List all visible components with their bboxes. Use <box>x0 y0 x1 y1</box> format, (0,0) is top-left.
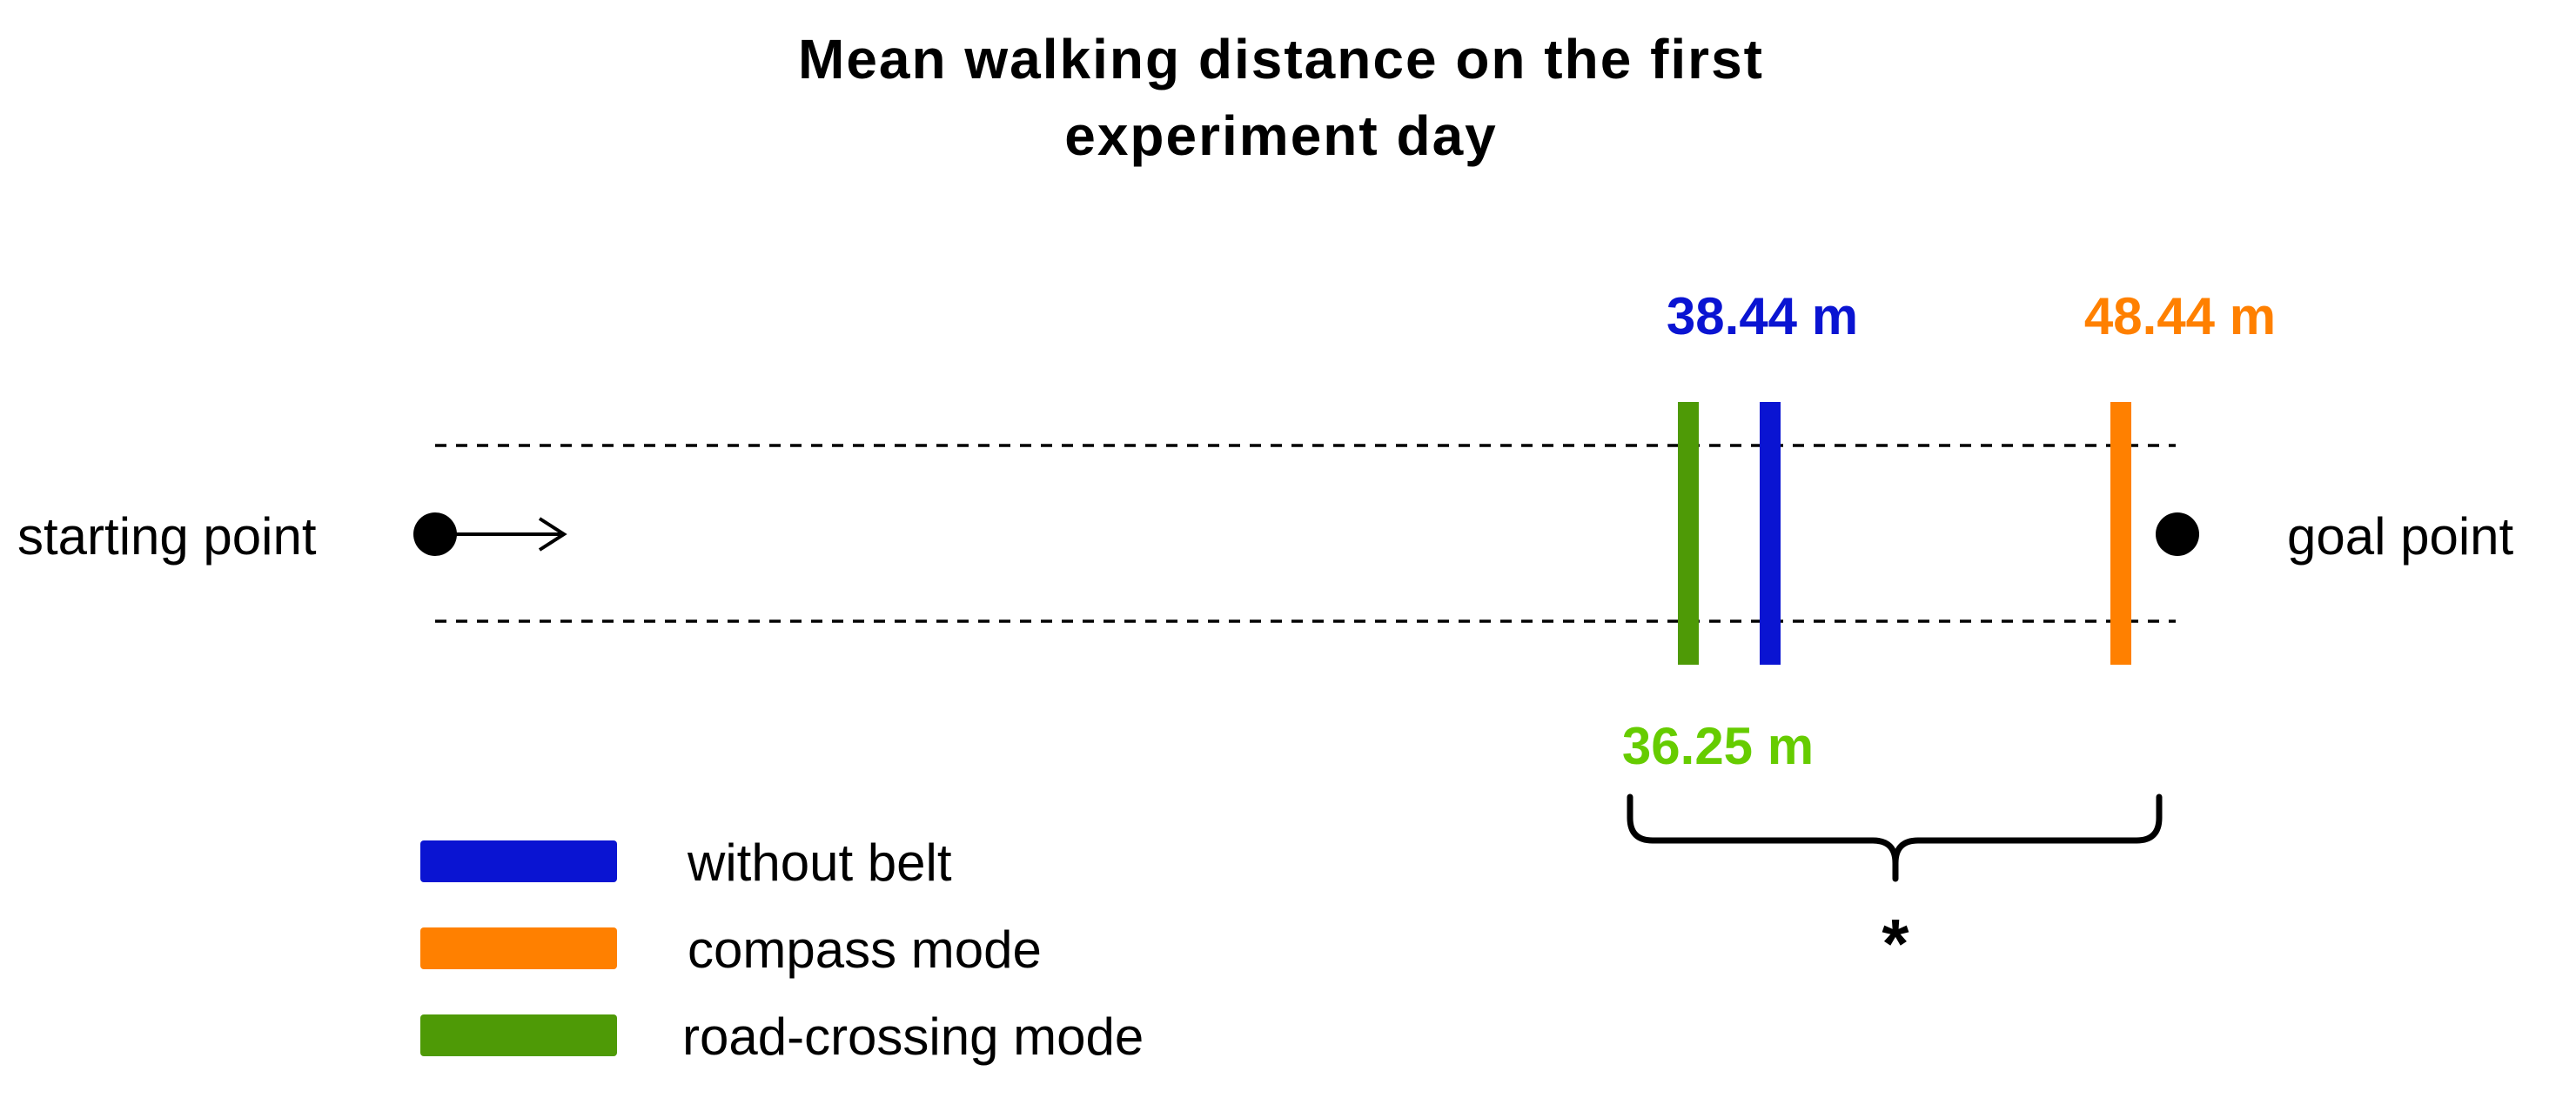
legend-swatch-without-belt <box>420 840 617 882</box>
legend-swatch-compass-mode <box>420 927 617 969</box>
without-belt-value-label: 38.44 m <box>1667 287 1858 345</box>
goal-point-label: goal point <box>2287 507 2514 566</box>
title-line-2: experiment day <box>1064 104 1498 167</box>
without-belt-bar <box>1760 402 1781 665</box>
starting-point-dot <box>413 512 457 556</box>
significance-brace <box>1627 793 2163 882</box>
legend-label-compass-mode: compass mode <box>688 921 1042 979</box>
title-line-1: Mean walking distance on the first <box>798 28 1764 90</box>
legend-label-road-crossing-mode: road-crossing mode <box>682 1008 1144 1066</box>
legend-label-without-belt: without belt <box>687 834 952 892</box>
road-crossing-value-label: 36.25 m <box>1622 717 1814 775</box>
significance-asterisk: * <box>1882 905 1909 982</box>
compass-value-label: 48.44 m <box>2084 287 2276 345</box>
direction-arrow-head <box>538 517 567 552</box>
road-crossing-bar <box>1678 402 1699 665</box>
legend-swatch-road-crossing-mode <box>420 1014 617 1056</box>
starting-point-label: starting point <box>17 507 317 566</box>
goal-point-dot <box>2156 512 2199 556</box>
compass-bar <box>2110 402 2131 665</box>
